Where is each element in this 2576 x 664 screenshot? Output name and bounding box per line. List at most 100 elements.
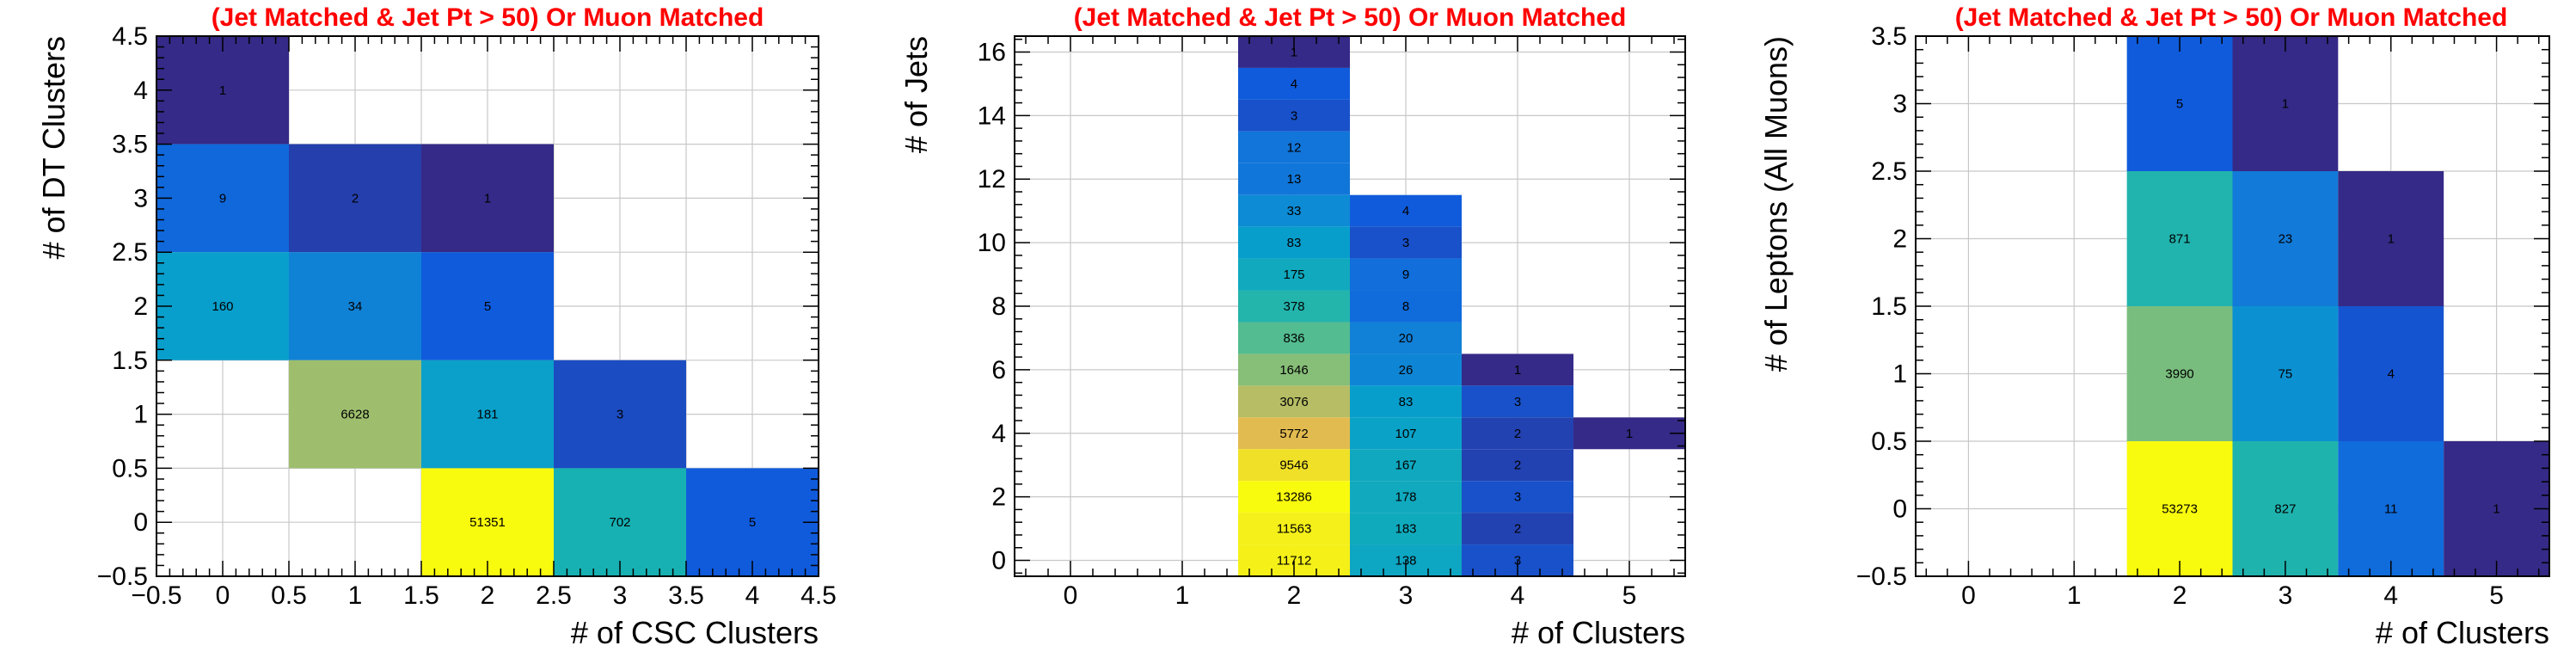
cell-value-label: 702 (609, 515, 630, 530)
heatmap-cell (686, 468, 819, 576)
cell-value-label: 167 (1395, 458, 1416, 473)
heatmap-cell (289, 252, 421, 360)
heatmap-cell (1238, 226, 1350, 259)
cell-value-label: 53273 (2162, 502, 2198, 517)
cell-value-label: 13 (1287, 172, 1302, 187)
x-tick-label: 4 (2383, 581, 2398, 610)
x-tick-label: 4 (745, 581, 760, 610)
cell-value-label: 83 (1287, 236, 1302, 250)
tick-labels: −0.5 0 0.5 1 1.5 2 2.5 3 3.5 4 4.5 −0.5 0 0.5 1 1.5 2 2.5… (97, 22, 837, 610)
cell-value-label: 20 (1399, 331, 1414, 346)
heatmap-cell (2232, 171, 2339, 306)
y-tick-label: 3.5 (1871, 22, 1907, 51)
heatmap-cell (156, 144, 289, 253)
cell-value-label: 1 (1626, 427, 1633, 441)
heatmap-cell (1238, 322, 1350, 354)
heatmap-cell (2232, 36, 2339, 171)
cell-value-label: 5 (484, 299, 491, 314)
cell-value-label: 5772 (1279, 427, 1308, 441)
axis-ticks (156, 35, 819, 577)
heatmap-cell (2126, 36, 2233, 171)
heatmap-cell (1350, 322, 1462, 354)
heatmap-cell (1238, 99, 1350, 132)
chart-title: (Jet Matched & Jet Pt > 50) Or Muon Matc… (1074, 3, 1627, 32)
x-tick-label: 0.5 (271, 581, 307, 610)
y-tick-label: 3.5 (112, 131, 148, 159)
cell-value-label: 9 (219, 191, 226, 206)
heatmap-cell (1462, 385, 1573, 418)
x-tick-label: 2 (2173, 581, 2187, 610)
y-tick-label: 2.5 (112, 238, 148, 267)
x-tick-label: 0 (216, 581, 230, 610)
cell-value-label: 183 (1395, 522, 1416, 537)
heatmap-cell (1350, 194, 1462, 227)
cell-value-label: 3 (1402, 236, 1409, 250)
heatmap-cell (2232, 306, 2339, 441)
heatmap-cell (1462, 449, 1573, 482)
x-axis-label: # of Clusters (2376, 615, 2549, 650)
heatmap-cell (1350, 417, 1462, 450)
cell-value-label: 3 (1291, 108, 1297, 123)
cell-value-label: 178 (1395, 490, 1416, 505)
cell-value-label: 1 (484, 191, 491, 206)
cell-value-label: 1 (1291, 45, 1297, 59)
x-tick-label: 4.5 (800, 581, 837, 610)
heatmap-cell (1238, 258, 1350, 291)
y-tick-label: 10 (978, 229, 1006, 257)
y-tick-label: 0.5 (1871, 427, 1907, 456)
heatmap-cell (1238, 449, 1350, 482)
cell-value-label: 1 (1514, 363, 1521, 378)
heatmap-cell (2126, 171, 2233, 306)
axis-ticks (1916, 35, 2549, 577)
y-axis-label: # of DT Clusters (36, 36, 71, 259)
cell-value-label: 6628 (340, 408, 369, 422)
cell-value-label: 5 (749, 515, 756, 530)
cell-value-label: 34 (348, 299, 363, 314)
cell-value-label: 8 (1402, 299, 1409, 314)
y-tick-label: 0 (1892, 495, 1907, 524)
y-tick-label: −0.5 (97, 563, 148, 591)
y-tick-label: 1.5 (112, 347, 148, 375)
cell-value-label: 827 (2274, 502, 2296, 517)
heatmap-cell (1238, 354, 1350, 386)
y-tick-label: 2 (133, 292, 148, 321)
y-tick-label: 14 (978, 101, 1006, 130)
cell-value-label: 23 (2279, 232, 2293, 247)
cell-value-label: 1 (2282, 97, 2289, 112)
cell-value-label: 1 (219, 83, 226, 98)
heatmap-cell (1238, 481, 1350, 513)
y-tick-label: 2 (991, 483, 1006, 512)
heatmap-cell (1350, 449, 1462, 482)
cell-value-label: 1 (2388, 232, 2395, 247)
cell-value-label: 378 (1283, 299, 1304, 314)
x-tick-label: 1 (2067, 581, 2082, 610)
x-axis-label: # of Clusters (1512, 615, 1685, 650)
y-tick-label: 1.5 (1871, 292, 1907, 321)
cell-value-label: 107 (1395, 427, 1416, 441)
cell-value-label: 175 (1283, 267, 1304, 282)
heatmap-cell (1350, 481, 1462, 513)
cell-value-label: 2 (1514, 522, 1521, 537)
cell-value-label: 75 (2279, 367, 2293, 382)
cell-value-label: 3076 (1279, 395, 1308, 409)
heatmap-cell (554, 360, 686, 469)
cell-value-label: 51351 (469, 515, 506, 530)
cell-value-label: 3 (1514, 490, 1521, 505)
heatmap-cell (1462, 417, 1573, 450)
cell-value-label: 11 (2384, 502, 2398, 517)
x-tick-label: 2.5 (536, 581, 572, 610)
x-tick-label: 2 (481, 581, 495, 610)
cell-value-label: 3 (616, 408, 623, 422)
axis-ticks (1015, 36, 1685, 576)
cell-value-label: 4 (1402, 204, 1409, 218)
heatmap-cell (2338, 171, 2444, 306)
y-axis-label: # of Jets (899, 36, 934, 153)
heatmap-cell (1350, 258, 1462, 291)
x-tick-label: 3.5 (668, 581, 704, 610)
heatmap-cell (289, 360, 421, 469)
heatmap-cell (1238, 417, 1350, 450)
heatmap-cell (1238, 67, 1350, 100)
